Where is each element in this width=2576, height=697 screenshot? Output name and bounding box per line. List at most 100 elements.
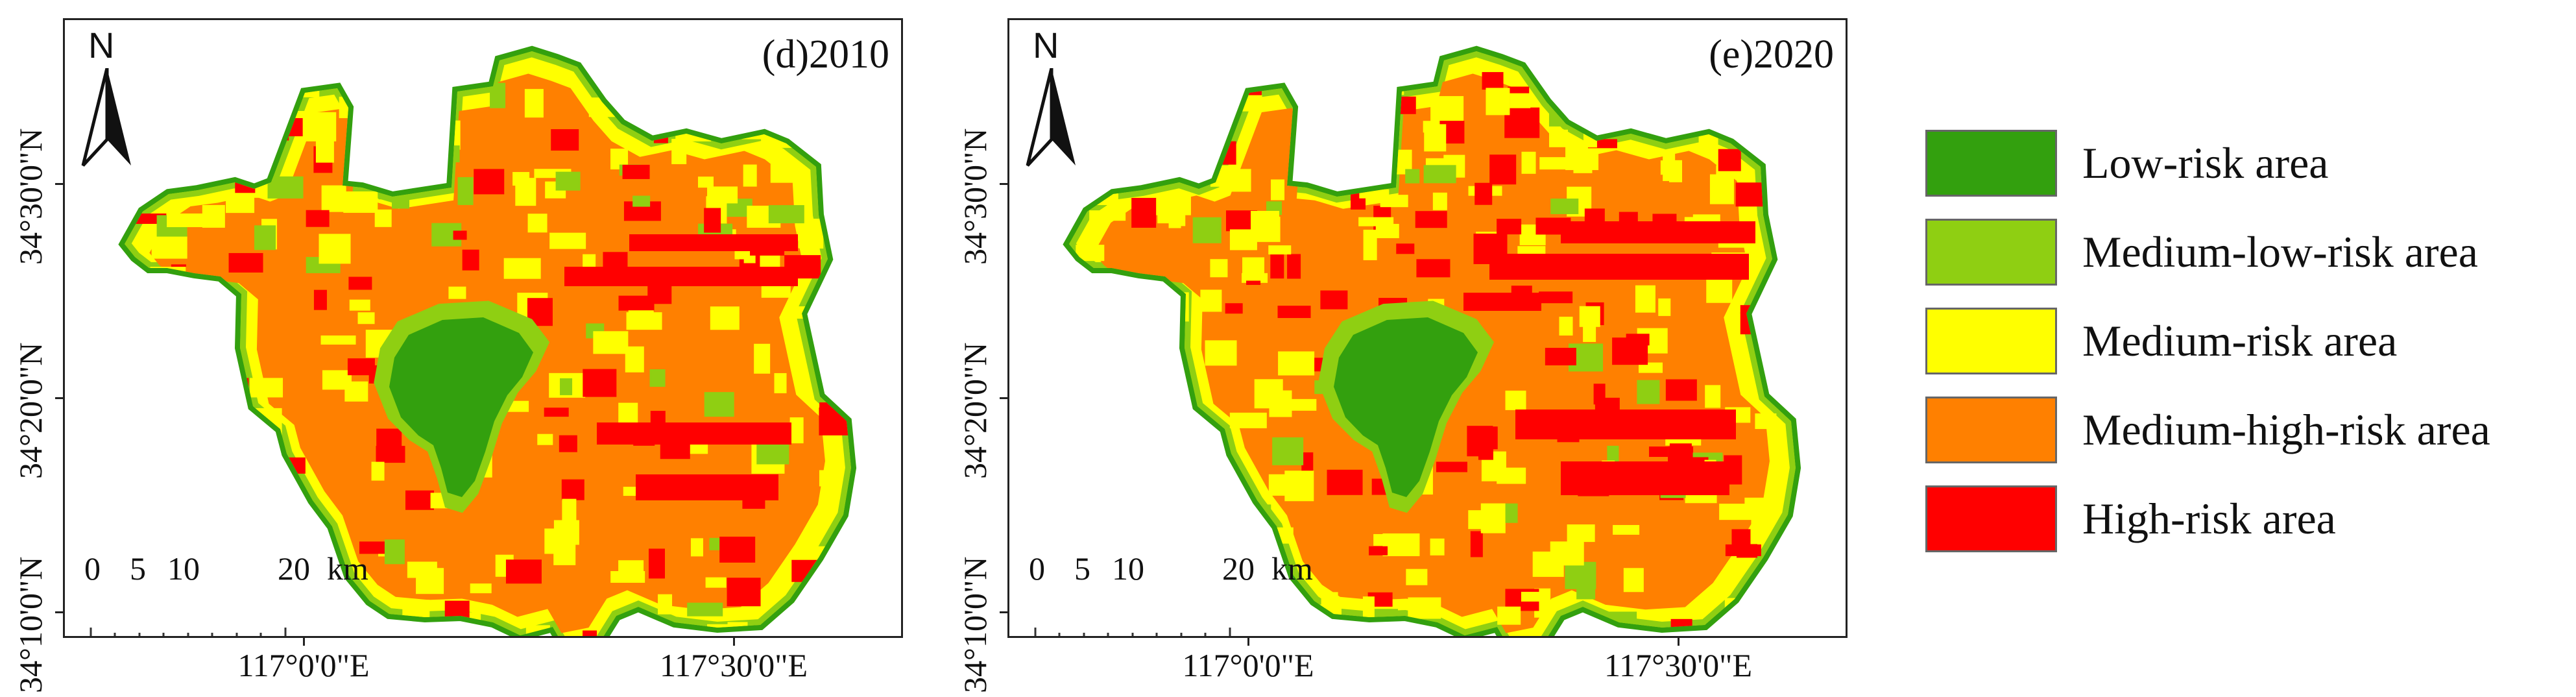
risk-cell [137,134,157,160]
risk-cell [1482,72,1504,90]
lat-tick [1000,397,1007,399]
low-risk-core [389,317,533,497]
risk-cell [158,427,193,455]
risk-cell [343,191,378,213]
risk-cell [405,490,434,510]
risk-cell [1735,182,1766,207]
risk-map-2020 [1063,45,1801,636]
risk-cell [1115,291,1146,303]
risk-cell [789,417,804,444]
risk-cell [254,225,276,251]
risk-cell [1763,624,1794,636]
risk-cell [315,136,334,163]
risk-cell [1470,531,1483,557]
risk-cell [1085,483,1120,498]
risk-cell [1709,174,1734,204]
risk-cell [444,600,470,631]
high-risk-corridor [1561,461,1729,495]
risk-cell [704,392,734,417]
high-risk-corridor [636,474,778,500]
risk-cell [1521,151,1536,174]
risk-cell [1521,591,1548,602]
risk-cell [1137,504,1168,522]
risk-cell [1637,380,1660,404]
legend-label: Medium-risk area [2082,316,2398,365]
risk-cell [524,89,544,118]
risk-cell [1713,101,1748,112]
risk-cell [1613,524,1640,535]
high-risk-corridor [1515,410,1736,439]
risk-cell [217,61,233,89]
risk-cell [137,396,168,412]
risk-cell [756,444,789,465]
risk-cell [1550,541,1584,566]
risk-cell [191,486,204,504]
risk-cell [778,116,803,139]
risk-cell [1345,153,1358,174]
risk-cell [1539,291,1573,304]
risk-cell [1766,133,1785,164]
legend-label: Medium-high-risk area [2082,405,2490,454]
risk-cell [228,252,263,273]
risk-cell [475,629,489,636]
risk-cell [555,171,581,191]
risk-cell [182,334,214,356]
lat-tick [55,611,63,613]
risk-cell [791,637,823,638]
risk-cell [352,99,381,112]
risk-cell [1424,124,1447,152]
risk-cell [1480,503,1506,533]
risk-cell [1157,211,1171,224]
high-risk-corridor [1489,254,1749,280]
risk-cell [632,195,651,207]
risk-cell [199,293,217,308]
risk-cell [623,487,638,496]
risk-cell [512,172,530,186]
risk-cell [1505,503,1518,523]
risk-cell [649,369,666,387]
risk-cell [527,214,548,233]
risk-cell [1275,583,1288,608]
risk-cell [1660,160,1679,175]
risk-cell [1774,632,1796,636]
risk-cell [719,536,756,563]
risk-cell [1504,107,1540,138]
longitude-label: 117°30'0"E [1604,647,1753,683]
legend-label: Medium-low-risk area [2082,227,2478,276]
risk-cell [1327,469,1363,495]
risk-cell [1229,412,1267,428]
legend-item-medium: Medium-risk area [1925,308,2568,376]
risk-cell [1565,561,1596,589]
lat-tick [55,183,63,185]
risk-cell [339,97,370,119]
risk-cell [1553,83,1578,99]
risk-cell [797,620,813,630]
risk-cell [1432,192,1447,210]
lon-tick [1678,638,1679,646]
risk-cell [1124,370,1150,397]
risk-cell [404,69,416,80]
risk-cell [1156,412,1176,436]
risk-cell [1664,94,1696,110]
risk-cell [1343,99,1356,114]
risk-cell [553,520,579,545]
risk-cell [215,124,247,137]
risk-cell [1339,151,1352,180]
high-risk-corridor [564,267,798,286]
risk-cell [1227,507,1239,519]
risk-cell [1131,197,1157,228]
risk-cell [1229,229,1257,251]
risk-cell [618,295,655,311]
lon-tick [303,638,305,646]
risk-cell [418,152,437,169]
risk-cell [256,446,270,474]
risk-cell [537,434,553,445]
risk-cell [1091,359,1115,370]
risk-cell [490,82,506,108]
risk-cell [704,208,721,233]
risk-map-2010 [118,45,857,638]
risk-cell [415,114,433,136]
risk-cell [1272,437,1304,465]
risk-cell [549,232,586,249]
risk-cell [817,286,851,311]
